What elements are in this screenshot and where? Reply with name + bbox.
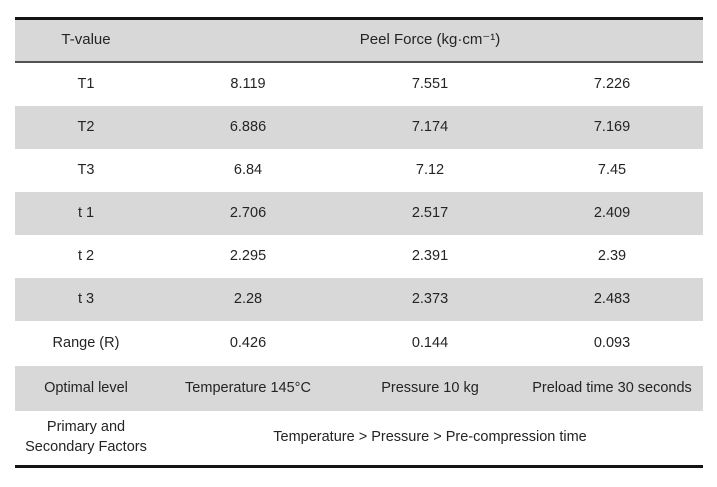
table-row-t1: T1 8.119 7.551 7.226 [15,62,704,106]
value-cell: 8.119 [230,75,266,92]
table-row-optimal-level: Optimal level Temperature 145°C Pressure… [15,366,704,411]
value-cell: 2.295 [229,247,267,264]
header-cell-t-value: T-value [61,31,111,49]
value-cell: Pressure 10 kg [381,379,479,396]
table-row-t2: T2 6.886 7.174 7.169 [15,106,704,149]
row-label: t 1 [77,204,95,221]
value-cell: 0.093 [593,334,631,351]
value-cell: 2.391 [411,247,449,264]
header-row: T-value Peel Force (kg·cm⁻¹) [15,18,704,62]
value-cell: 2.39 [597,247,627,264]
table-row-t2-lower: t 2 2.295 2.391 2.39 [15,235,704,278]
value-cell: 0.144 [411,334,449,351]
header-cell-peel-force: Peel Force (kg·cm⁻¹) [359,31,501,49]
value-cell: 7.551 [411,75,449,92]
table-row-t1-lower: t 1 2.706 2.517 2.409 [15,192,704,235]
row-label: t 3 [77,290,95,307]
value-cell: 7.226 [593,75,631,92]
row-label: t 2 [77,247,95,264]
peel-force-table: T-value Peel Force (kg·cm⁻¹) T1 8.119 7.… [15,17,704,468]
value-cell: 6.84 [233,161,263,178]
value-cell: 7.174 [411,118,449,135]
factors-value-cell: Temperature > Pressure > Pre-compression… [273,429,587,446]
value-cell: 7.45 [597,161,627,178]
value-cell: 6.886 [229,118,267,135]
table-row-t3: T3 6.84 7.12 7.45 [15,149,704,192]
value-cell: 2.706 [229,204,267,221]
table-row-t3-lower: t 3 2.28 2.373 2.483 [15,278,704,321]
value-cell: 2.28 [233,290,263,307]
value-cell: Temperature 145°C [185,379,311,396]
row-label: Range (R) [52,334,120,351]
value-cell: 2.483 [593,290,631,307]
row-label: T1 [77,75,95,92]
value-cell: 2.517 [411,204,449,221]
row-label: Optimal level [44,379,128,396]
value-cell: 2.373 [411,290,449,307]
table-row-range: Range (R) 0.426 0.144 0.093 [15,321,704,366]
row-label: Primary and Secondary Factors [25,419,147,455]
table-row-factors: Primary and Secondary Factors Temperatur… [15,411,704,467]
row-label: T3 [77,161,95,178]
value-cell: 7.12 [415,161,445,178]
value-cell: 0.426 [229,334,267,351]
value-cell: 2.409 [593,204,631,221]
row-label: T2 [77,118,95,135]
value-cell: 7.169 [593,118,631,135]
value-cell: Preload time 30 seconds [532,379,692,396]
